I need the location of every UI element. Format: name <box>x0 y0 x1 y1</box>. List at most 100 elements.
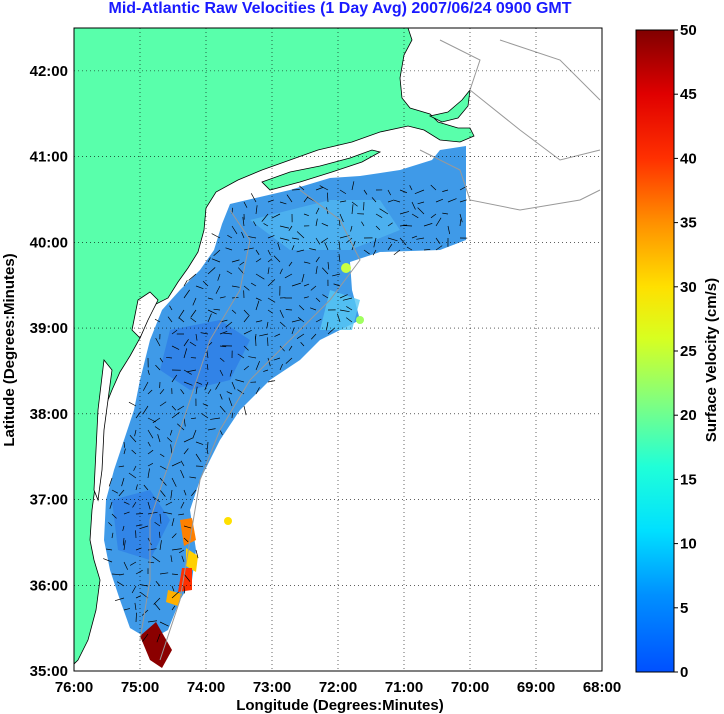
velocity-arrow <box>159 540 162 551</box>
velocity-arrow <box>217 273 221 281</box>
velocity-arrow <box>263 223 269 227</box>
colorbar-tick-label: 0 <box>680 664 688 681</box>
velocity-arrow <box>279 363 283 371</box>
colorbar <box>635 29 675 673</box>
velocity-arrow <box>393 199 401 203</box>
velocity-arrow <box>190 309 197 318</box>
velocity-arrow <box>411 213 419 219</box>
velocity-arrow <box>189 476 197 479</box>
velocity-arrow <box>231 285 240 288</box>
velocity-arrow <box>171 518 175 527</box>
velocity-arrow <box>459 213 463 223</box>
velocity-arrow <box>299 185 305 191</box>
velocity-arrow <box>178 513 185 516</box>
velocity-arrow <box>186 369 197 373</box>
velocity-arrow <box>142 381 149 391</box>
velocity-arrow <box>267 297 276 303</box>
velocity-arrow <box>143 484 149 491</box>
velocity-arrow <box>147 548 157 551</box>
velocity-arrow <box>267 357 271 367</box>
velocity-arrow <box>315 318 322 323</box>
velocity-arrow <box>339 189 347 195</box>
x-axis-label: Longitude (Degrees:Minutes) <box>236 697 444 714</box>
velocity-arrow <box>274 333 281 337</box>
velocity-arrow <box>154 426 161 431</box>
velocity-arrow <box>159 401 167 407</box>
velocity-arrow <box>122 525 125 532</box>
velocity-arrow <box>363 249 370 255</box>
velocity-arrow <box>135 547 142 551</box>
y-tick-label: 35:00 <box>30 663 68 680</box>
velocity-arrow <box>219 393 223 400</box>
velocity-arrow <box>322 294 329 299</box>
velocity-arrow <box>339 200 347 203</box>
velocity-arrow <box>237 389 245 395</box>
velocity-arrow <box>207 428 216 431</box>
land-cape-cod <box>428 88 471 123</box>
velocity-arrow <box>459 219 462 227</box>
velocity-arrow <box>435 245 443 251</box>
velocity-arrow <box>231 259 240 263</box>
velocity-arrow <box>210 417 221 420</box>
velocity-arrow <box>338 241 341 251</box>
velocity-arrow <box>105 548 113 551</box>
velocity-arrow <box>327 327 335 335</box>
velocity-arrow <box>447 225 451 235</box>
velocity-arrow <box>351 201 358 207</box>
velocity-arrow <box>387 222 393 227</box>
velocity-arrow <box>183 381 193 386</box>
velocity-arrow <box>442 189 449 192</box>
velocity-arrow <box>303 196 309 203</box>
velocity-arrow <box>435 217 442 227</box>
x-tick-label: 72:00 <box>319 679 357 696</box>
velocity-arrow <box>303 283 310 287</box>
velocity-arrow <box>166 437 173 443</box>
velocity-arrow <box>135 484 138 491</box>
colorbar-tick-label: 5 <box>680 600 688 617</box>
velocity-arrow <box>219 345 227 348</box>
velocity-arrow <box>132 501 137 508</box>
velocity-arrow <box>459 199 467 203</box>
velocity-arrow <box>291 319 302 323</box>
velocity-arrow <box>183 525 192 529</box>
velocity-arrow <box>303 296 309 299</box>
land-long-island <box>261 149 382 191</box>
velocity-arrow <box>342 297 353 301</box>
velocity-arrow <box>180 389 185 395</box>
velocity-arrow <box>167 316 173 323</box>
velocity-arrow <box>315 297 321 303</box>
velocity-arrow <box>326 192 329 203</box>
velocity-arrow <box>171 374 178 383</box>
velocity-arrow <box>414 189 425 195</box>
velocity-arrow <box>147 501 151 510</box>
velocity-arrow <box>285 357 293 364</box>
x-tick-label: 76:00 <box>55 679 93 696</box>
velocity-arrow <box>123 448 126 455</box>
velocity-arrow <box>183 573 191 582</box>
velocity-arrow <box>223 332 233 335</box>
velocity-arrow <box>387 199 394 203</box>
velocity-arrow <box>213 249 221 257</box>
velocity-arrow <box>135 569 143 575</box>
velocity-arrow <box>241 231 245 239</box>
velocity-arrow <box>147 449 154 455</box>
velocity-hotspot-north <box>341 263 351 273</box>
velocity-arrow <box>387 243 393 251</box>
bay-delaware <box>131 291 159 339</box>
velocity-arrow <box>373 237 377 248</box>
velocity-arrow <box>411 235 418 239</box>
velocity-arrow <box>170 444 173 455</box>
velocity-arrow <box>310 333 317 340</box>
velocity-arrow <box>333 283 341 287</box>
velocity-arrow <box>147 429 154 439</box>
velocity-arrow <box>195 549 199 559</box>
y-tick-label: 38:00 <box>30 406 68 423</box>
velocity-arrow <box>204 381 209 391</box>
velocity-arrow <box>371 197 377 203</box>
velocity-hotspot-cape-3 <box>178 568 192 592</box>
velocity-arrow <box>225 247 233 251</box>
velocity-arrow <box>219 369 224 376</box>
velocity-arrow <box>267 337 269 347</box>
velocity-arrow <box>159 572 169 575</box>
